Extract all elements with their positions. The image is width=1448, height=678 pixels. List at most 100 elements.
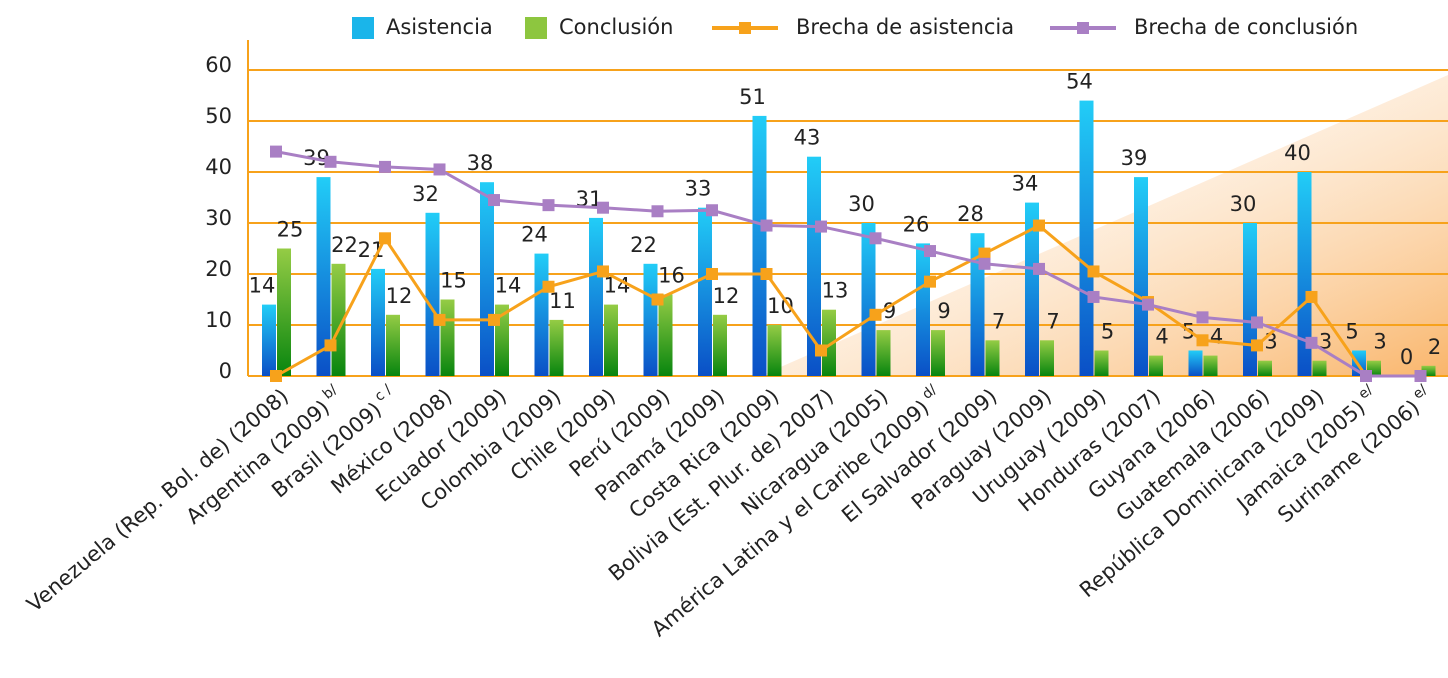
marker [815, 344, 827, 357]
marker [706, 204, 718, 217]
data-label: 13 [822, 279, 849, 303]
data-label: 4 [1155, 325, 1168, 349]
data-label: 14 [495, 274, 522, 298]
bar [1203, 355, 1218, 376]
data-label: 26 [903, 212, 930, 236]
data-label: 7 [1046, 309, 1059, 333]
category-note: e/ [1410, 382, 1431, 403]
bar [1025, 202, 1039, 376]
data-label: 40 [1284, 141, 1311, 165]
bar [643, 263, 658, 376]
data-label: 12 [713, 284, 740, 308]
marker [270, 370, 282, 382]
bar [1079, 100, 1094, 376]
y-tick-label: 10 [205, 308, 232, 332]
bar [713, 314, 727, 376]
legend-label: Asistencia [386, 15, 493, 39]
marker [324, 339, 337, 352]
marker [488, 313, 500, 326]
y-tick-label: 40 [205, 155, 232, 179]
bar [1134, 177, 1148, 376]
marker [651, 205, 664, 218]
data-label: 34 [1012, 172, 1039, 196]
category-note: d/ [919, 382, 940, 403]
bar [316, 177, 331, 376]
marker [324, 155, 337, 168]
data-label: 7 [992, 309, 1005, 333]
data-label: 43 [794, 126, 821, 150]
y-tick-label: 20 [205, 257, 232, 281]
data-label: 5 [1101, 320, 1114, 344]
marker [706, 268, 718, 280]
marker [1087, 290, 1100, 303]
marker [924, 275, 936, 288]
marker [978, 257, 991, 270]
marker [1414, 370, 1427, 382]
legend-label: Brecha de conclusión [1134, 15, 1358, 39]
marker [542, 199, 555, 212]
data-label: 2 [1428, 335, 1441, 359]
bar [767, 325, 782, 376]
data-label: 22 [630, 233, 657, 257]
bar [604, 304, 618, 376]
marker [542, 280, 555, 293]
data-label: 0 [1400, 345, 1413, 369]
category-note: e/ [1355, 382, 1376, 403]
line [275, 150, 1421, 378]
background-shade [760, 75, 1448, 376]
marker [1360, 370, 1372, 382]
marker [869, 232, 882, 245]
legend-swatch [525, 17, 547, 39]
marker [1305, 336, 1318, 349]
data-label: 24 [521, 223, 548, 247]
bar [425, 212, 440, 376]
bar [534, 253, 549, 376]
line [275, 223, 1421, 378]
marker [1251, 316, 1263, 329]
legend-marker [1077, 22, 1089, 34]
marker [1087, 265, 1100, 278]
marker [1033, 262, 1045, 275]
y-tick-label: 0 [219, 359, 232, 383]
marker [1305, 290, 1318, 303]
legend-marker [739, 22, 751, 34]
bar [1149, 355, 1163, 376]
bar [807, 156, 821, 376]
category-name: Venezuela (Rep. Bol. de) (2008) [22, 384, 293, 617]
marker [651, 293, 664, 306]
marker [1196, 334, 1209, 347]
marker [433, 313, 446, 326]
bar [1297, 172, 1312, 376]
bar [1094, 350, 1109, 376]
data-label: 38 [467, 151, 494, 175]
data-label: 25 [277, 218, 304, 242]
legend-label: Conclusión [559, 15, 673, 39]
data-label: 3 [1373, 330, 1386, 354]
bar [371, 268, 385, 376]
y-tick-label: 50 [205, 104, 232, 128]
bar [1312, 360, 1327, 376]
data-label: 12 [386, 284, 413, 308]
bar [698, 207, 712, 376]
legend-label: Brecha de asistencia [796, 15, 1014, 39]
bar [876, 330, 891, 376]
bar [480, 182, 494, 376]
bar [262, 304, 276, 376]
category-note: b/ [320, 382, 341, 403]
data-label: 15 [440, 269, 467, 293]
data-label: 5 [1345, 320, 1358, 344]
bar [1258, 360, 1272, 376]
marker [488, 194, 500, 207]
data-label: 4 [1210, 325, 1223, 349]
data-label: 11 [549, 289, 576, 313]
x-tick-label: Venezuela (Rep. Bol. de) (2008) [22, 384, 293, 617]
bar [985, 340, 1000, 376]
bar [1421, 365, 1436, 376]
data-label: 16 [658, 263, 685, 287]
marker [379, 232, 391, 245]
y-tick-label: 60 [205, 53, 232, 77]
marker [815, 220, 827, 233]
data-label: 33 [685, 177, 712, 201]
bar [1040, 340, 1054, 376]
